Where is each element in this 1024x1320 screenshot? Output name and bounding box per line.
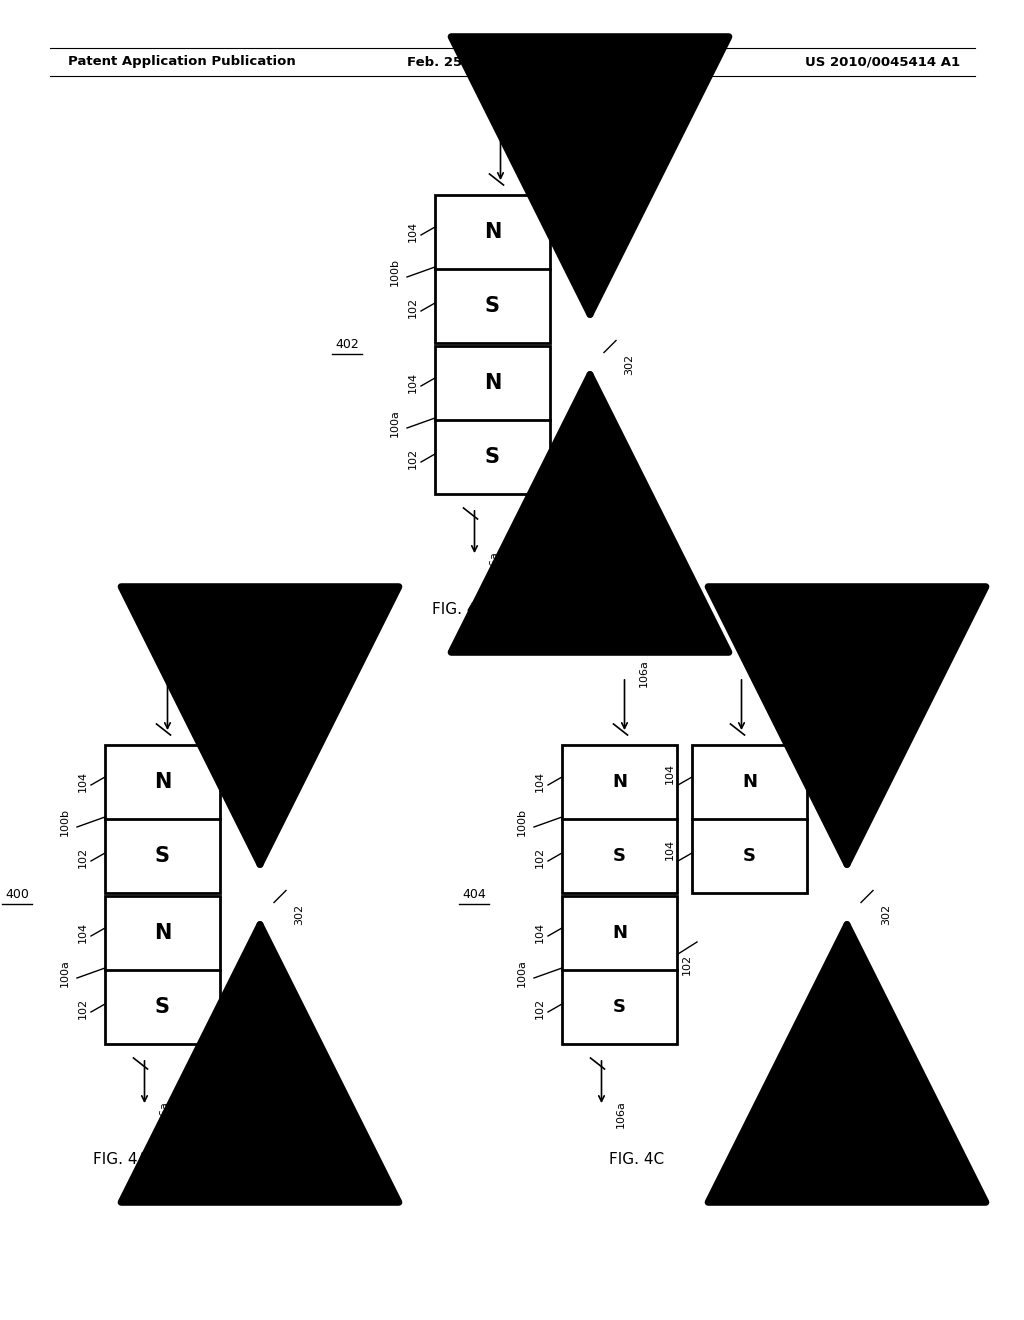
Text: N: N bbox=[483, 222, 501, 242]
Text: S: S bbox=[613, 847, 626, 865]
Bar bbox=[105, 744, 220, 894]
Text: N: N bbox=[483, 374, 501, 393]
Text: S: S bbox=[613, 998, 626, 1016]
Text: 102: 102 bbox=[78, 998, 88, 1019]
Text: 100b: 100b bbox=[517, 808, 527, 836]
Text: 104: 104 bbox=[535, 921, 545, 942]
Text: 102: 102 bbox=[78, 846, 88, 867]
Text: N: N bbox=[612, 924, 627, 942]
Bar bbox=[105, 896, 220, 1044]
Text: 100c: 100c bbox=[834, 759, 844, 787]
Text: S: S bbox=[485, 296, 500, 315]
Text: 302: 302 bbox=[881, 904, 891, 925]
Text: N: N bbox=[612, 774, 627, 791]
Text: 102: 102 bbox=[535, 846, 545, 867]
Text: S: S bbox=[155, 846, 170, 866]
Text: 102: 102 bbox=[535, 998, 545, 1019]
Text: S: S bbox=[485, 447, 500, 467]
Text: Feb. 25, 2010  Sheet 2 of 61: Feb. 25, 2010 Sheet 2 of 61 bbox=[407, 55, 617, 69]
Bar bbox=[562, 744, 677, 894]
Text: N: N bbox=[154, 923, 171, 942]
Text: 106a: 106a bbox=[159, 1100, 169, 1127]
Text: 106a: 106a bbox=[639, 659, 648, 686]
Bar bbox=[692, 744, 807, 894]
Text: 104: 104 bbox=[665, 763, 675, 784]
Text: 400: 400 bbox=[5, 888, 29, 902]
Text: 404: 404 bbox=[462, 888, 485, 902]
Text: FIG. 4A: FIG. 4A bbox=[92, 1151, 147, 1167]
Text: Patent Application Publication: Patent Application Publication bbox=[68, 55, 296, 69]
Bar bbox=[435, 346, 550, 494]
Text: 302: 302 bbox=[294, 904, 304, 925]
Text: N: N bbox=[742, 774, 757, 791]
Text: 402: 402 bbox=[335, 338, 358, 351]
Text: S: S bbox=[155, 997, 170, 1016]
Text: 104: 104 bbox=[78, 921, 88, 942]
Text: 104: 104 bbox=[78, 771, 88, 792]
Text: 100a: 100a bbox=[390, 409, 400, 437]
Bar bbox=[435, 195, 550, 343]
Text: 106a: 106a bbox=[514, 110, 524, 137]
Text: US 2010/0045414 A1: US 2010/0045414 A1 bbox=[805, 55, 961, 69]
Text: FIG. 4C: FIG. 4C bbox=[609, 1151, 665, 1167]
Text: 104: 104 bbox=[408, 220, 418, 242]
Text: S: S bbox=[743, 847, 756, 865]
Text: 104: 104 bbox=[408, 371, 418, 392]
Bar bbox=[562, 896, 677, 1044]
Text: 102: 102 bbox=[408, 447, 418, 469]
Text: 102: 102 bbox=[408, 297, 418, 318]
Text: 104: 104 bbox=[665, 838, 675, 859]
Text: 100a: 100a bbox=[60, 960, 70, 987]
Text: 302: 302 bbox=[624, 354, 634, 375]
Text: 100a: 100a bbox=[517, 960, 527, 987]
Text: N: N bbox=[154, 772, 171, 792]
Text: 100b: 100b bbox=[60, 808, 70, 836]
Text: 102: 102 bbox=[682, 953, 692, 974]
Text: 106a: 106a bbox=[181, 659, 191, 686]
Text: 100b: 100b bbox=[390, 257, 400, 286]
Text: FIG. 4B: FIG. 4B bbox=[432, 602, 487, 616]
Text: 104: 104 bbox=[535, 771, 545, 792]
Text: 106a: 106a bbox=[615, 1100, 626, 1127]
Text: 106a: 106a bbox=[488, 550, 499, 578]
